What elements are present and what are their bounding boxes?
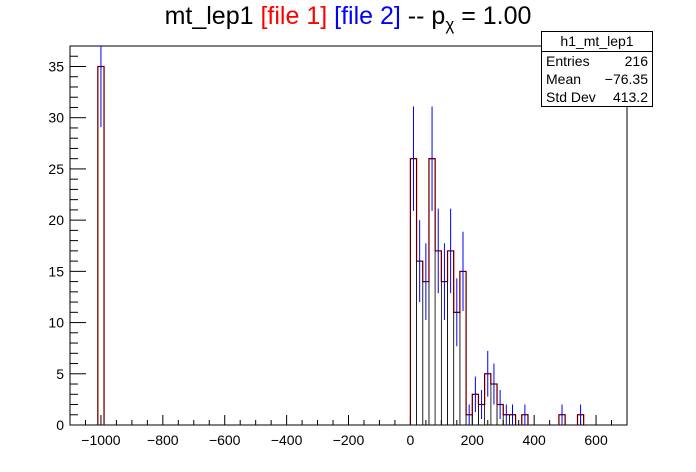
x-tick-label: −600 xyxy=(209,432,241,448)
stats-std-row: Std Dev 413.2 xyxy=(542,88,652,106)
y-tick-label: 25 xyxy=(48,161,64,177)
stats-mean-label: Mean xyxy=(546,71,582,87)
file1-histogram xyxy=(97,65,585,425)
title-sep: -- xyxy=(407,2,425,30)
x-tick-label: −200 xyxy=(333,432,365,448)
x-tick-label: 200 xyxy=(461,432,485,448)
x-tick-label: −800 xyxy=(147,432,179,448)
stats-name: h1_mt_lep1 xyxy=(542,32,652,52)
title-chi: χ xyxy=(445,15,455,34)
y-tick-label: 0 xyxy=(56,417,64,433)
title-prefix: mt_lep1 xyxy=(164,2,254,30)
y-tick-label: 10 xyxy=(48,315,64,331)
y-tick-label: 15 xyxy=(48,263,64,279)
stats-mean-row: Mean −76.35 xyxy=(542,70,652,88)
y-tick-label: 30 xyxy=(48,110,64,126)
title-p: pχ xyxy=(431,2,455,34)
title-file2: [file 2] xyxy=(334,2,401,30)
y-tick-label: 5 xyxy=(56,366,64,382)
stats-box: h1_mt_lep1 Entries 216 Mean −76.35 Std D… xyxy=(541,31,653,107)
chart-title: mt_lep1 [file 1] [file 2] -- pχ = 1.00 xyxy=(0,2,696,35)
x-tick-label: −1000 xyxy=(81,432,121,448)
stats-entries-label: Entries xyxy=(546,53,590,69)
x-tick-label: −400 xyxy=(271,432,303,448)
y-tick-label: 20 xyxy=(48,212,64,228)
x-tick-label: 400 xyxy=(522,432,546,448)
y-tick-label: 35 xyxy=(48,58,64,74)
x-tick-label: 0 xyxy=(406,432,414,448)
stats-mean-value: −76.35 xyxy=(604,71,648,87)
x-tick-label: 600 xyxy=(584,432,608,448)
stats-std-value: 413.2 xyxy=(612,89,648,105)
title-eq: = 1.00 xyxy=(461,2,532,30)
stats-std-label: Std Dev xyxy=(546,89,596,105)
stats-entries-value: 216 xyxy=(624,53,648,69)
stats-entries-row: Entries 216 xyxy=(542,52,652,70)
title-file1: [file 1] xyxy=(260,2,328,30)
